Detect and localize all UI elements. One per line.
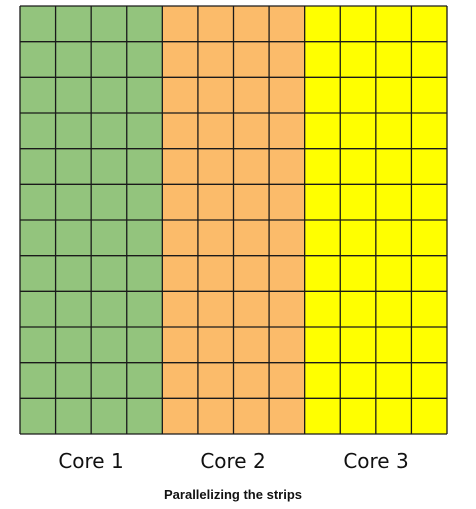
figure-caption: Parallelizing the strips <box>164 487 302 502</box>
core-1-label: Core 1 <box>58 449 124 473</box>
strip-grid <box>19 5 448 435</box>
core-2-label: Core 2 <box>200 449 266 473</box>
core-3-label: Core 3 <box>343 449 409 473</box>
